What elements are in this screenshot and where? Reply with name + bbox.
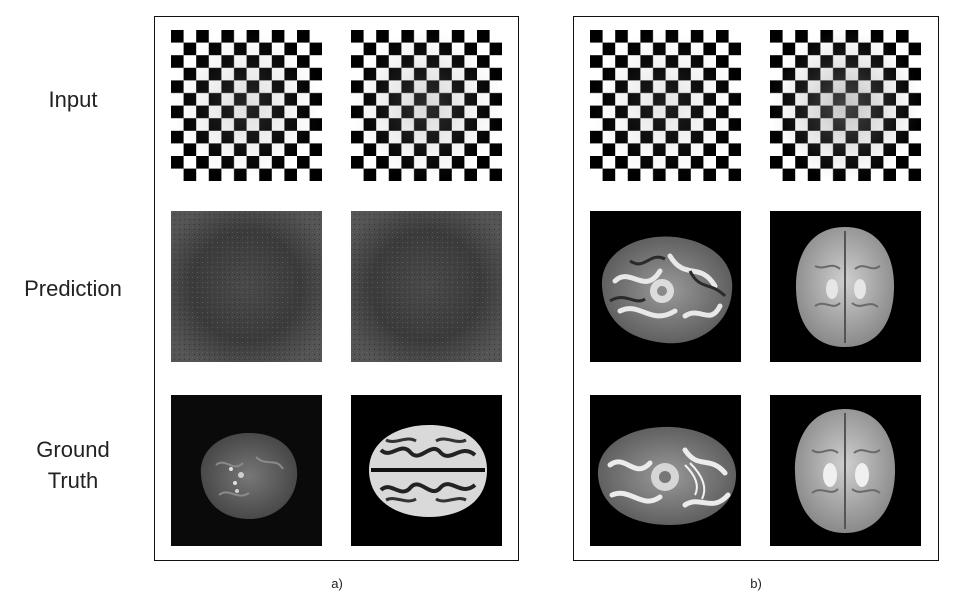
- ground-truth-tile-b2: [770, 395, 921, 546]
- prediction-tile-a2: [351, 211, 502, 362]
- prediction-tile-b1: [590, 211, 741, 362]
- ground-truth-tile-a1: [171, 395, 322, 546]
- input-tile-a1: [171, 30, 322, 181]
- prediction-tile-b2: [770, 211, 921, 362]
- input-tile-b2: [770, 30, 921, 181]
- prediction-tile-a1: [171, 211, 322, 362]
- input-tile-b1: [590, 30, 741, 181]
- panel-a-caption: a): [331, 576, 343, 591]
- panel-b-caption: b): [750, 576, 762, 591]
- ground-truth-tile-a2: [351, 395, 502, 546]
- row-label-input: Input: [48, 87, 98, 112]
- ground-truth-tile-b1: [590, 395, 741, 546]
- input-tile-a2: [351, 30, 502, 181]
- row-label-prediction: Prediction: [24, 276, 122, 301]
- row-label-ground-truth: Ground Truth: [36, 437, 110, 493]
